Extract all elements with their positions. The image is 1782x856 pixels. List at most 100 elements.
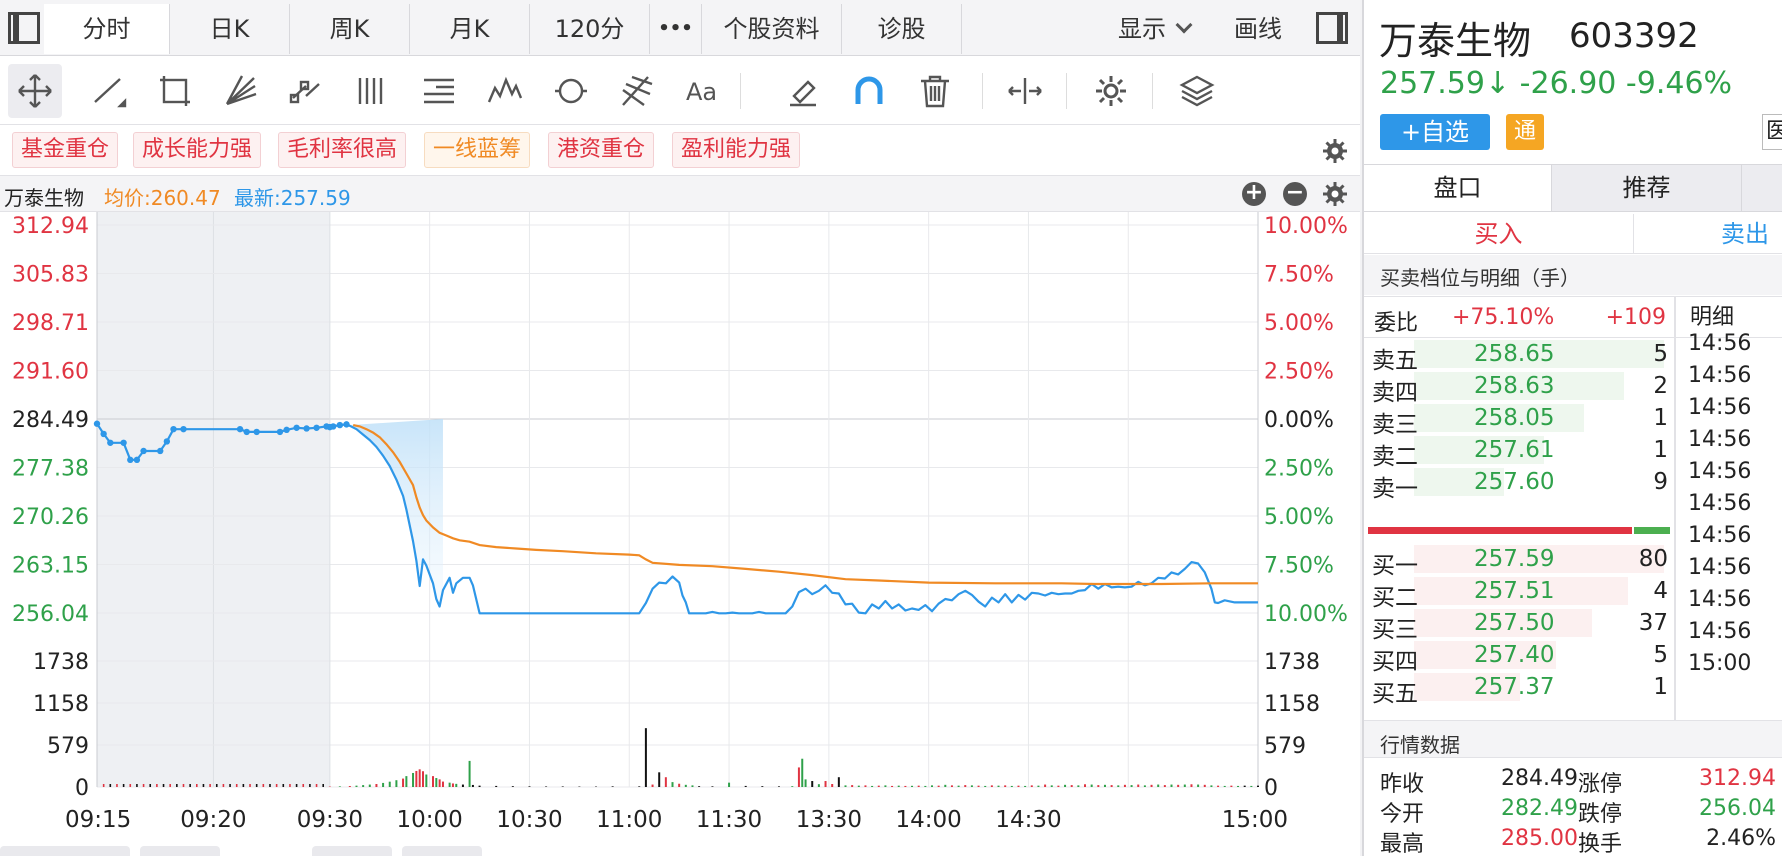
ask-level-label: 卖二 xyxy=(1372,444,1418,470)
market-value: 2.46% xyxy=(1706,826,1776,851)
text-lines-icon[interactable] xyxy=(412,64,466,118)
cycle-icon[interactable] xyxy=(544,64,598,118)
bottom-tab[interactable] xyxy=(312,846,392,856)
price-point xyxy=(163,438,171,445)
bid-volume: 37 xyxy=(1638,610,1668,636)
draw-line-button[interactable]: 画线 xyxy=(1234,15,1282,43)
order-ratio-label: 委比 xyxy=(1374,311,1419,336)
price-point xyxy=(329,423,337,430)
price-point xyxy=(293,424,300,431)
sector-button[interactable]: 医 xyxy=(1762,114,1782,150)
line-icon[interactable] xyxy=(82,64,136,118)
tab-orderbook[interactable]: 盘口 xyxy=(1364,165,1552,211)
bid-row[interactable]: 买一 257.59 80 xyxy=(1364,543,1674,579)
fibonacci-icon[interactable] xyxy=(610,64,664,118)
tab-diagnosis[interactable]: 诊股 xyxy=(842,4,962,54)
wave-icon[interactable] xyxy=(478,64,532,118)
tag-fund-holding[interactable]: 基金重仓 xyxy=(12,132,119,168)
quote-panel: 万泰生物 603392 257.59↓ -26.90 -9.46% +自选 通 … xyxy=(1362,0,1782,856)
avg-price-line xyxy=(352,424,1258,586)
tab-weekly-k[interactable]: 周K xyxy=(290,4,410,54)
display-label: 显示 xyxy=(1118,15,1166,43)
tab-monthly-k[interactable]: 月K xyxy=(410,4,530,54)
layers-icon[interactable] xyxy=(1170,64,1224,118)
bottom-tab[interactable] xyxy=(0,846,130,856)
pct-axis-label: 5.00% xyxy=(1264,505,1334,530)
timeshare-chart[interactable]: 312.94 305.83 298.71 291.60 284.49 277.38 270.… xyxy=(0,212,1360,844)
connect-badge[interactable]: 通 xyxy=(1506,114,1544,150)
tag-growth[interactable]: 成长能力强 xyxy=(133,132,262,168)
bid-volume: 80 xyxy=(1638,546,1668,572)
market-label: 换手 xyxy=(1578,832,1623,856)
expand-icon[interactable] xyxy=(998,64,1052,118)
parallel-lines-icon[interactable] xyxy=(346,64,400,118)
delete-icon[interactable] xyxy=(908,64,962,118)
settings-icon[interactable] xyxy=(1084,64,1138,118)
tag-profitability[interactable]: 盈利能力强 xyxy=(672,132,801,168)
detail-time: 14:56 xyxy=(1688,363,1752,388)
quote-tabs: 盘口 推荐 xyxy=(1364,164,1782,212)
tab-120min[interactable]: 120分 xyxy=(530,4,650,54)
bid-row[interactable]: 买二 257.51 4 xyxy=(1364,575,1674,611)
bid-level-label: 买四 xyxy=(1372,649,1418,675)
tab-recommend[interactable]: 推荐 xyxy=(1552,165,1742,211)
channel-icon[interactable] xyxy=(280,64,334,118)
zoom-in-icon[interactable]: + xyxy=(1242,182,1266,206)
fan-icon[interactable] xyxy=(214,64,268,118)
move-icon[interactable] xyxy=(8,64,62,118)
time-axis-label: 09:20 xyxy=(180,807,246,833)
chart-panel: 分时 日K 周K 月K 120分 ••• 个股资料 诊股 显示 画线 Aa xyxy=(0,0,1360,856)
price-axis-label: 263.15 xyxy=(12,554,89,579)
detail-time: 14:56 xyxy=(1688,427,1752,452)
bid-price: 257.51 xyxy=(1474,578,1555,604)
tag-hk-holding[interactable]: 港资重仓 xyxy=(548,132,655,168)
ask-row-shade xyxy=(1414,468,1504,496)
price-point xyxy=(170,425,177,433)
tags-settings-icon[interactable] xyxy=(1322,138,1348,164)
rectangle-icon[interactable] xyxy=(148,64,202,118)
tab-daily-k[interactable]: 日K xyxy=(170,4,290,54)
add-watchlist-button[interactable]: +自选 xyxy=(1380,114,1490,150)
more-tabs-button[interactable]: ••• xyxy=(650,4,702,54)
ask-row[interactable]: 卖一 257.60 9 xyxy=(1364,466,1674,502)
chart-settings-icon[interactable] xyxy=(1322,181,1348,207)
trade-detail-column[interactable]: 明细 14:56 14:56 14:56 14:56 14:56 14:56 14:56 14… xyxy=(1674,296,1782,720)
text-icon[interactable]: Aa xyxy=(676,64,730,118)
ask-row[interactable]: 卖二 257.61 1 xyxy=(1364,434,1674,470)
buy-button[interactable]: 买入 xyxy=(1364,214,1634,254)
volume-axis-label: 1738 xyxy=(1264,650,1320,675)
order-ratio-row: 委比 +75.10% +109 xyxy=(1364,296,1674,338)
ask-row-shade xyxy=(1414,404,1584,432)
left-panel-toggle-icon[interactable] xyxy=(4,8,42,48)
bid-row-shade xyxy=(1414,609,1592,637)
price-area-fill xyxy=(329,419,443,607)
market-data-title-band: 行情数据 xyxy=(1364,720,1782,758)
ask-row[interactable]: 卖四 258.63 2 xyxy=(1364,370,1674,406)
right-panel-toggle-icon[interactable] xyxy=(1312,8,1350,48)
magnet-icon[interactable] xyxy=(842,64,896,118)
volume-axis-label: 579 xyxy=(1264,734,1306,759)
price-point xyxy=(303,425,310,432)
bottom-tab[interactable] xyxy=(140,846,220,856)
ask-row[interactable]: 卖五 258.65 5 xyxy=(1364,338,1674,374)
tag-gross-margin[interactable]: 毛利率很高 xyxy=(278,132,407,168)
zoom-out-icon[interactable]: − xyxy=(1283,182,1307,206)
tab-stock-profile[interactable]: 个股资料 xyxy=(702,4,842,54)
bid-level-label: 买一 xyxy=(1372,553,1418,579)
bid-row[interactable]: 买四 257.40 5 xyxy=(1364,639,1674,675)
ask-row[interactable]: 卖三 258.05 1 xyxy=(1364,402,1674,438)
price-point xyxy=(180,425,187,433)
tab-timeshare[interactable]: 分时 xyxy=(44,4,170,54)
price-change-pct: -9.46% xyxy=(1625,66,1733,101)
eraser-icon[interactable] xyxy=(776,64,830,118)
tag-blue-chip[interactable]: 一线蓝筹 xyxy=(424,132,531,168)
display-dropdown[interactable]: 显示 xyxy=(1118,4,1193,54)
bid-price: 257.40 xyxy=(1474,642,1555,668)
sell-button[interactable]: 卖出 xyxy=(1721,220,1769,248)
price-axis-label: 256.04 xyxy=(12,602,89,627)
ask-level-label: 卖五 xyxy=(1372,348,1418,374)
bid-row[interactable]: 买五 257.37 1 xyxy=(1364,671,1674,707)
price-summary: 257.59↓ -26.90 -9.46% xyxy=(1380,66,1732,101)
bottom-tab[interactable] xyxy=(402,846,482,856)
bid-row[interactable]: 买三 257.50 37 xyxy=(1364,607,1674,643)
